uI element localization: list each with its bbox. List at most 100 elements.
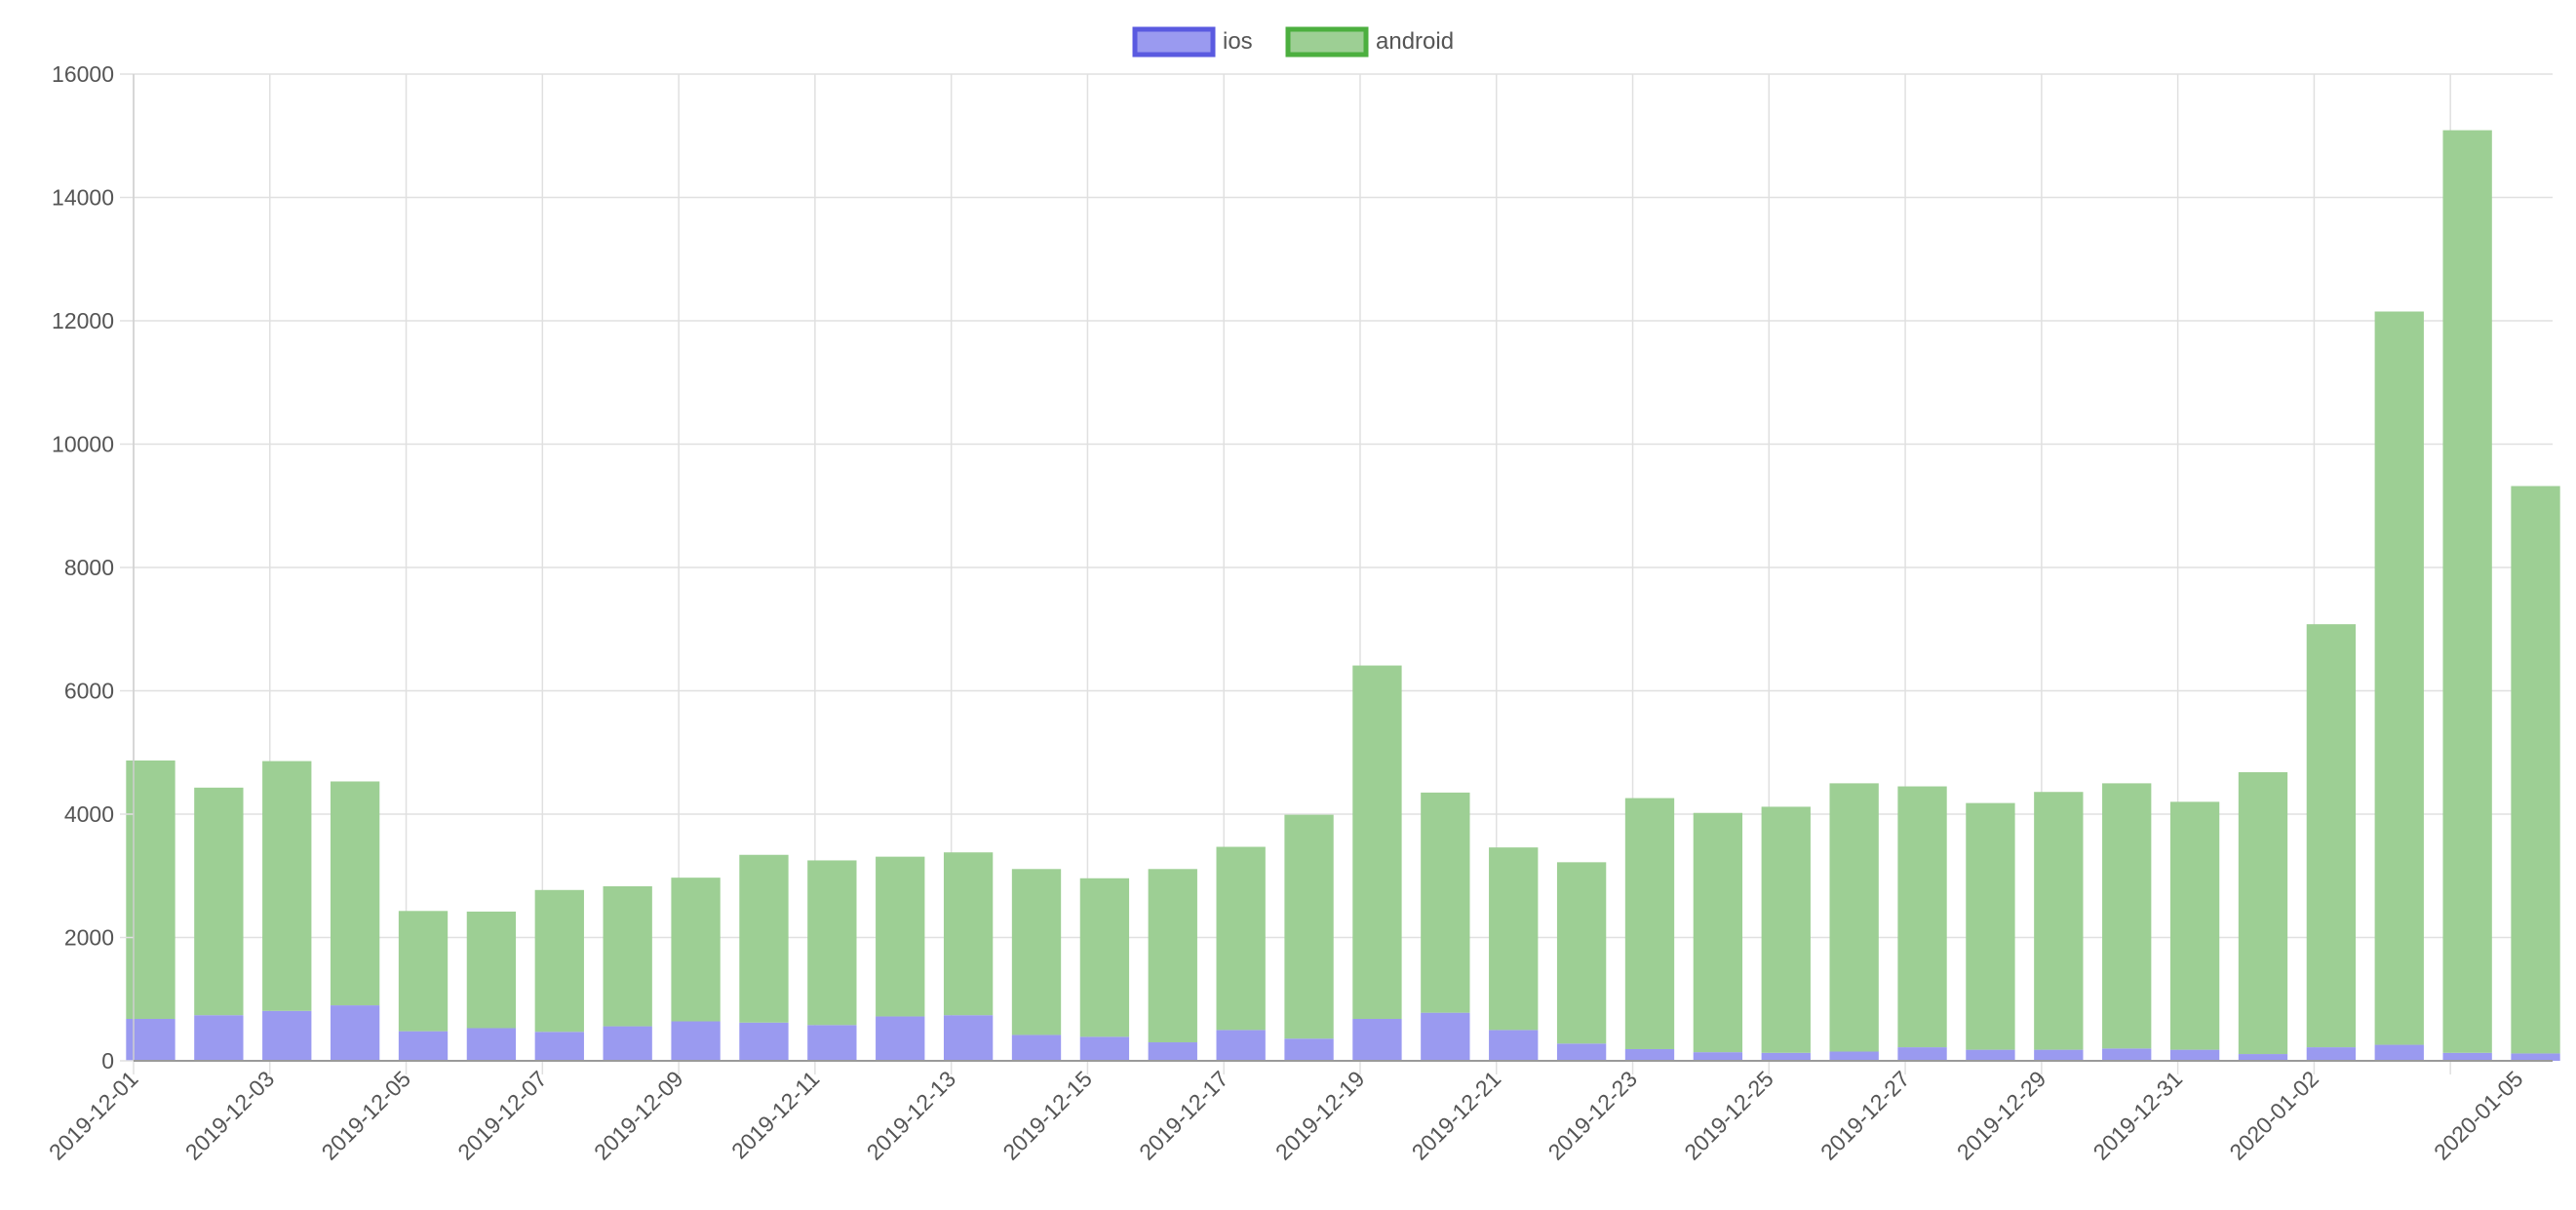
bar-ios — [2034, 1049, 2084, 1061]
bar-ios — [2238, 1054, 2288, 1061]
bar-android — [1966, 802, 2015, 1050]
bar-ios — [671, 1021, 721, 1061]
x-tick-label: 2019-12-13 — [862, 1066, 961, 1165]
bar-ios — [1079, 1036, 1130, 1061]
x-tick-label: 2019-12-03 — [180, 1066, 280, 1165]
bar-ios — [330, 1005, 380, 1061]
bar-android — [2374, 311, 2424, 1045]
bar-android — [671, 878, 721, 1022]
bar-ios — [1897, 1047, 1947, 1061]
bar-android — [330, 781, 380, 1006]
bar-android — [603, 886, 652, 1027]
bar-ios — [1216, 1030, 1266, 1061]
bar-ios — [807, 1025, 857, 1061]
bar-ios — [739, 1022, 789, 1061]
bar-android — [2442, 130, 2492, 1053]
bar-ios — [194, 1015, 244, 1061]
bar-ios — [1148, 1042, 1197, 1061]
legend-label-ios: ios — [1223, 28, 1253, 55]
bar-ios — [2442, 1052, 2492, 1061]
legend-label-android: android — [1376, 28, 1454, 55]
bar-ios — [876, 1016, 925, 1061]
bar-android — [1624, 798, 1675, 1049]
y-tick-label: 12000 — [52, 308, 114, 333]
y-tick-label: 10000 — [52, 432, 114, 457]
bar-android — [2306, 624, 2357, 1048]
x-tick-label: 2020-01-02 — [2224, 1066, 2323, 1165]
bar-android — [1148, 869, 1197, 1043]
bar-android — [1761, 806, 1811, 1053]
x-tick-label: 2019-12-29 — [1952, 1066, 2051, 1165]
bar-ios — [1624, 1048, 1675, 1061]
bar-android — [2102, 783, 2152, 1049]
bar-android — [1829, 783, 1879, 1052]
x-tick-label: 2019-12-09 — [589, 1066, 688, 1165]
bar-ios — [2102, 1048, 2152, 1061]
x-tick-label: 2019-12-21 — [1407, 1066, 1506, 1165]
bar-ios — [534, 1032, 584, 1061]
bar-ios — [2511, 1053, 2560, 1061]
y-tick-label: 4000 — [64, 801, 114, 827]
bar-ios — [1556, 1043, 1607, 1061]
bar-ios — [1693, 1052, 1743, 1061]
bar-ios — [1352, 1018, 1402, 1061]
bar-android — [1352, 665, 1402, 1019]
legend: ios android — [1132, 26, 1454, 58]
y-tick-label: 6000 — [64, 679, 114, 704]
bar-android — [2169, 801, 2220, 1050]
bar-ios — [1829, 1051, 1879, 1061]
x-tick-label: 2019-12-31 — [2088, 1066, 2188, 1165]
axes — [120, 73, 2553, 1062]
y-tick-labels: 0 2000 4000 6000 8000 10000 12000 14000 16000 — [52, 61, 114, 1073]
y-tick-label: 2000 — [64, 925, 114, 951]
x-tick-label: 2019-12-05 — [317, 1066, 416, 1165]
x-tick-label: 2019-12-15 — [997, 1066, 1097, 1165]
bar-android — [1011, 869, 1062, 1035]
bar-ios — [466, 1028, 517, 1061]
y-tick-label: 14000 — [52, 185, 114, 211]
x-tick-labels: 2019-12-01 2019-12-03 2019-12-05 2019-12-07… — [44, 1066, 2528, 1165]
bars — [126, 130, 2560, 1061]
legend-swatch-ios — [1132, 26, 1216, 58]
bar-ios — [1011, 1034, 1062, 1061]
bar-android — [534, 889, 584, 1033]
bar-ios — [1421, 1012, 1470, 1061]
x-tick-label: 2020-01-05 — [2429, 1066, 2528, 1165]
bar-ios — [1761, 1052, 1811, 1061]
x-tick-label: 2019-12-07 — [452, 1066, 552, 1165]
bar-android — [1421, 792, 1470, 1013]
bar-android — [262, 761, 312, 1011]
bar-android — [2511, 486, 2560, 1054]
legend-swatch-android — [1285, 26, 1369, 58]
bar-android — [807, 860, 857, 1026]
y-tick-label: 0 — [101, 1048, 114, 1073]
bar-ios — [398, 1031, 449, 1061]
bar-ios — [262, 1010, 312, 1061]
bar-android — [2034, 792, 2084, 1050]
bar-ios — [2374, 1044, 2424, 1061]
x-tick-label: 2019-12-25 — [1679, 1066, 1778, 1165]
bar-android — [1284, 814, 1334, 1039]
bar-ios — [2169, 1049, 2220, 1061]
bar-android — [2238, 771, 2288, 1055]
x-tick-label: 2019-12-17 — [1134, 1066, 1233, 1165]
x-tick-label: 2019-12-23 — [1542, 1066, 1642, 1165]
bar-ios — [1489, 1030, 1539, 1061]
bar-android — [1897, 786, 1947, 1048]
bar-android — [398, 911, 449, 1032]
bar-android — [943, 852, 994, 1016]
x-tick-label: 2019-12-01 — [44, 1066, 143, 1165]
bar-ios — [2306, 1047, 2357, 1061]
bar-android — [1216, 846, 1266, 1031]
y-tick-label: 8000 — [64, 555, 114, 580]
y-tick-label: 16000 — [52, 61, 114, 87]
bar-android — [466, 911, 517, 1029]
bar-android — [739, 854, 789, 1023]
bar-ios — [943, 1015, 994, 1061]
x-tick-label: 2019-12-27 — [1815, 1066, 1915, 1165]
bar-android — [1489, 847, 1539, 1031]
bar-android — [1693, 812, 1743, 1053]
x-tick-label: 2019-12-19 — [1270, 1066, 1370, 1165]
bar-ios — [1284, 1038, 1334, 1061]
